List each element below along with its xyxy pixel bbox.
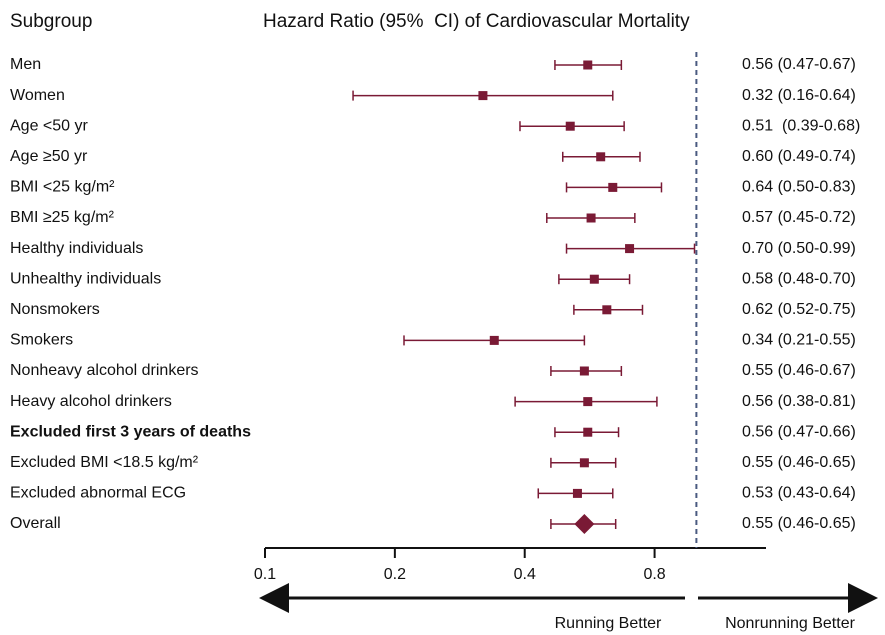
subgroup-label: Overall [10, 515, 61, 532]
value-label: 0.56 (0.47-0.67) [742, 56, 856, 73]
subgroup-label: Men [10, 56, 41, 73]
point-marker [478, 91, 488, 101]
point-marker [586, 213, 596, 223]
value-label: 0.32 (0.16-0.64) [742, 87, 856, 104]
point-marker [583, 427, 593, 437]
point-marker [596, 152, 606, 162]
point-marker [608, 182, 618, 192]
point-marker [579, 366, 589, 376]
value-label: 0.58 (0.48-0.70) [742, 270, 856, 287]
subgroup-label: Heavy alcohol drinkers [10, 393, 172, 410]
value-label: 0.70 (0.50-0.99) [742, 240, 856, 257]
subgroup-label: Women [10, 87, 65, 104]
value-label: 0.51 (0.39-0.68) [742, 117, 860, 134]
value-label: 0.55 (0.46-0.65) [742, 454, 856, 471]
subgroup-label: BMI ≥25 kg/m² [10, 209, 115, 226]
subgroup-label: Excluded abnormal ECG [10, 485, 186, 502]
value-label: 0.55 (0.46-0.67) [742, 362, 856, 379]
point-marker [602, 305, 612, 315]
right-label: Nonrunning Better [725, 615, 856, 632]
value-label: 0.53 (0.43-0.64) [742, 485, 856, 502]
value-label: 0.57 (0.45-0.72) [742, 209, 856, 226]
point-marker [583, 397, 593, 407]
value-label: 0.56 (0.38-0.81) [742, 393, 856, 410]
left-label: Running Better [555, 615, 662, 632]
value-label: 0.62 (0.52-0.75) [742, 301, 856, 318]
point-marker [589, 274, 599, 284]
point-marker [583, 60, 593, 70]
point-marker [572, 488, 582, 498]
x-tick-label: 0.2 [384, 566, 406, 583]
value-label: 0.56 (0.47-0.66) [742, 423, 856, 440]
subgroup-label: BMI <25 kg/m² [10, 179, 115, 196]
subgroup-label: Age ≥50 yr [10, 148, 88, 165]
subgroup-label: Excluded first 3 years of deaths [10, 423, 251, 440]
category-header: Subgroup [10, 11, 92, 32]
value-label: 0.55 (0.46-0.65) [742, 515, 856, 532]
value-label: 0.64 (0.50-0.83) [742, 179, 856, 196]
subgroup-label: Unhealthy individuals [10, 270, 161, 287]
x-tick-label: 0.8 [643, 566, 665, 583]
subgroup-label: Smokers [10, 332, 73, 349]
subgroup-label: Excluded BMI <18.5 kg/m² [10, 454, 199, 471]
point-marker [625, 244, 635, 254]
chart-title: Hazard Ratio (95% CI) of Cardiovascular … [263, 11, 690, 32]
point-marker [565, 121, 575, 131]
x-tick-label: 0.1 [254, 566, 276, 583]
point-marker [489, 335, 499, 345]
value-label: 0.60 (0.49-0.74) [742, 148, 856, 165]
x-tick-label: 0.4 [514, 566, 536, 583]
subgroup-label: Healthy individuals [10, 240, 143, 257]
value-label: 0.34 (0.21-0.55) [742, 332, 856, 349]
diamond-marker [574, 514, 595, 534]
subgroup-label: Age <50 yr [10, 117, 89, 134]
subgroup-label: Nonheavy alcohol drinkers [10, 362, 199, 379]
point-marker [579, 458, 589, 468]
subgroup-label: Nonsmokers [10, 301, 100, 318]
